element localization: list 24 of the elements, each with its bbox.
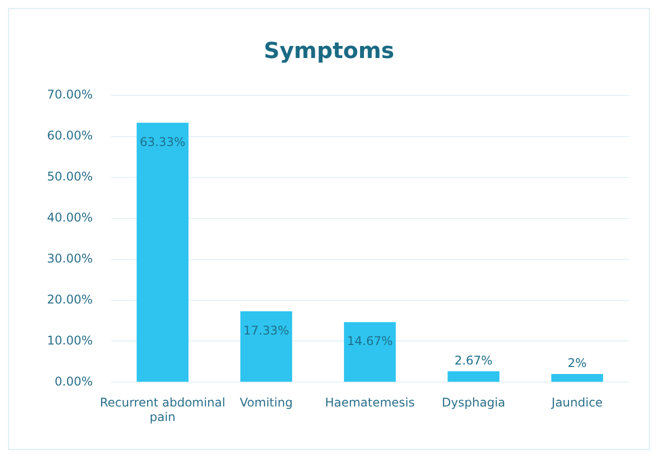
bar bbox=[136, 122, 188, 382]
y-tick-label: 0.00% bbox=[54, 374, 93, 388]
x-tick-label: Jaundice bbox=[550, 396, 603, 410]
y-tick-label: 50.00% bbox=[46, 169, 93, 184]
bar bbox=[448, 371, 500, 382]
y-tick-label: 60.00% bbox=[46, 128, 93, 142]
x-tick-label: Vomiting bbox=[240, 396, 293, 410]
y-tick-label: 40.00% bbox=[46, 210, 93, 224]
x-tick-label: Recurrent abdominal pain bbox=[100, 396, 226, 424]
chart-title: Symptoms bbox=[264, 38, 394, 64]
x-tick-label: Haematemesis bbox=[324, 396, 415, 410]
data-label: 2% bbox=[568, 356, 587, 370]
y-tick-label: 20.00% bbox=[46, 292, 93, 306]
bar bbox=[344, 322, 396, 382]
y-tick-label: 10.00% bbox=[46, 333, 93, 348]
y-tick-label: 70.00% bbox=[46, 88, 93, 102]
data-label: 2.67% bbox=[454, 353, 493, 368]
data-label: 63.33% bbox=[140, 134, 186, 149]
data-label: 14.67% bbox=[346, 334, 393, 348]
data-label: 17.33% bbox=[243, 323, 290, 338]
x-tick-label: Dysphagia bbox=[442, 396, 506, 410]
bar bbox=[240, 311, 292, 382]
bar bbox=[551, 374, 604, 382]
y-tick-label: 30.00% bbox=[46, 251, 93, 266]
